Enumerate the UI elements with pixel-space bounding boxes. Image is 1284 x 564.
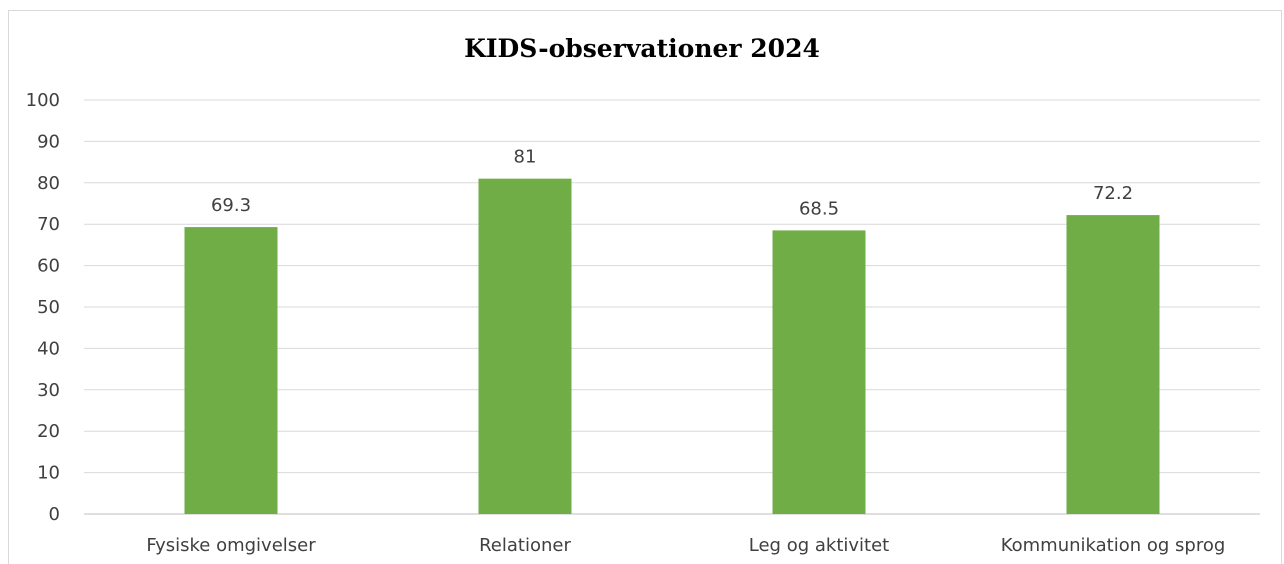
chart-frame [8, 10, 1282, 564]
data-label: 81 [514, 147, 537, 168]
x-category-label: Leg og aktivitet [749, 535, 889, 556]
y-tick-label: 20 [37, 421, 60, 442]
grid-layer [84, 99, 1260, 515]
x-axis-categories: Fysiske omgivelser Relationer Leg og aktiv… [146, 535, 1225, 556]
bar [184, 227, 278, 514]
bar [772, 230, 866, 514]
data-labels: 69.3 81 68.5 72.2 [211, 147, 1133, 220]
chart-title: KIDS-observationer 2024 [464, 34, 820, 63]
x-category-label: Relationer [479, 535, 571, 556]
y-axis-ticks: 0 10 20 30 40 50 60 70 80 90 100 [26, 90, 60, 525]
y-tick-label: 30 [37, 380, 60, 401]
bar [478, 178, 572, 514]
x-category-label: Kommunikation og sprog [1001, 535, 1226, 556]
y-tick-label: 100 [26, 90, 60, 111]
bars [184, 178, 1160, 515]
y-tick-label: 90 [37, 131, 60, 152]
y-tick-label: 70 [37, 214, 60, 235]
data-label: 72.2 [1093, 183, 1133, 204]
bar [1066, 215, 1160, 515]
y-tick-label: 60 [37, 256, 60, 277]
y-tick-label: 0 [49, 504, 60, 525]
data-label: 68.5 [799, 198, 839, 219]
y-tick-label: 10 [37, 463, 60, 484]
y-tick-label: 40 [37, 338, 60, 359]
y-tick-label: 80 [37, 173, 60, 194]
x-category-label: Fysiske omgivelser [146, 535, 316, 556]
y-tick-label: 50 [37, 297, 60, 318]
data-label: 69.3 [211, 195, 251, 216]
